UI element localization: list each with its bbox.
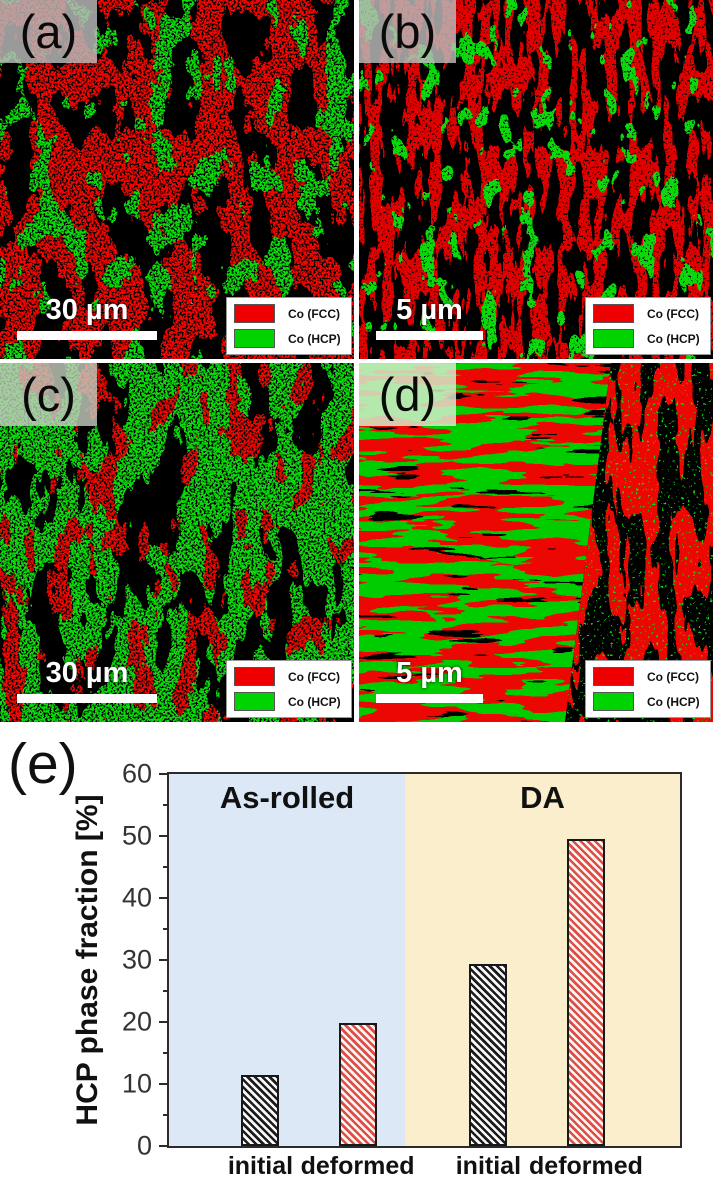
region-label-as-rolled: As-rolled [219,780,355,815]
y-axis-title: HCP phase fraction [%] [71,794,104,1126]
hcp-color-swatch [234,329,275,348]
phase-legend: Co (FCC) Co (HCP) [226,297,352,355]
fcc-color-swatch [593,304,634,323]
ebsd-phase-map-b: (b) 5 µm Co (FCC) Co (HCP) [359,0,713,359]
x-category-label: initial [227,1152,294,1180]
panel-label: (a) [0,0,97,63]
scale-bar-line [17,331,157,340]
bars-container [169,774,680,1146]
y-tick-mark [159,835,169,837]
phase-legend: Co (FCC) Co (HCP) [226,660,352,718]
legend-label-hcp: Co (HCP) [647,694,700,709]
legend-label-hcp: Co (HCP) [288,694,341,709]
hcp-color-swatch [593,692,634,711]
legend-label-hcp: Co (HCP) [647,331,700,346]
legend-item-fcc: Co (FCC) [234,304,344,323]
y-tick-mark [159,773,169,775]
legend-item-fcc: Co (FCC) [593,667,703,686]
phase-legend: Co (FCC) Co (HCP) [585,297,711,355]
phase-map-texture [0,0,354,359]
scale-bar: 30 µm [17,657,157,703]
panel-label: (c) [0,363,97,426]
scale-bar-label: 30 µm [45,657,129,689]
region-label-da: DA [520,780,565,815]
scale-bar-label: 5 µm [396,657,463,689]
y-tick-mark [159,897,169,899]
panel-label: (b) [359,0,456,63]
legend-label-fcc: Co (FCC) [288,669,340,684]
scale-bar-line [376,694,483,703]
scale-bar: 5 µm [376,657,483,703]
panel-label: (e) [8,732,78,796]
y-tick-mark [159,959,169,961]
legend-item-fcc: Co (FCC) [234,667,344,686]
y-tick-label: 50 [121,820,152,851]
legend-item-hcp: Co (HCP) [593,692,703,711]
y-tick-mark [159,1083,169,1085]
y-tick-label: 30 [121,944,152,975]
legend-item-hcp: Co (HCP) [234,692,344,711]
region-da: DA [405,774,680,1146]
x-category-label: deformed [300,1152,415,1180]
ebsd-phase-map-c: (c) 30 µm Co (FCC) Co (HCP) [0,363,354,722]
plot-area: As-rolled DA 0 10 20 30 40 50 60 initial deform… [122,760,682,1180]
hcp-color-swatch [593,329,634,348]
y-tick-label: 40 [121,882,152,913]
scale-bar-line [17,694,157,703]
legend-label-fcc: Co (FCC) [647,669,699,684]
legend-label-fcc: Co (FCC) [647,306,699,321]
y-tick-mark [159,1145,169,1147]
x-axis-labels: initial deformed initial deformed [169,1146,680,1180]
legend-item-hcp: Co (HCP) [234,329,344,348]
bar-deformed-da [566,839,605,1146]
hcp-color-swatch [234,692,275,711]
bar-initial-as-rolled [241,1074,280,1146]
y-tick-label: 10 [121,1068,152,1099]
y-tick-mark [159,1021,169,1023]
fcc-color-swatch [234,667,275,686]
y-tick-label: 60 [121,758,152,789]
legend-item-hcp: Co (HCP) [593,329,703,348]
phase-legend: Co (FCC) Co (HCP) [585,660,711,718]
scale-bar-label: 30 µm [45,294,129,326]
panel-label: (d) [359,363,456,426]
x-category-label: initial [455,1152,522,1180]
panel-e-chart: (e) HCP phase fraction [%] As-rolled DA … [0,722,713,1183]
ebsd-phase-map-a: (a) 30 µm Co (FCC) Co (HCP) [0,0,354,359]
fcc-color-swatch [593,667,634,686]
y-tick-label: 20 [121,1006,152,1037]
y-tick-label: 0 [136,1130,152,1161]
bar-initial-da [469,964,508,1146]
ebsd-phase-map-d: (d) 5 µm Co (FCC) Co (HCP) [359,363,713,722]
legend-label-hcp: Co (HCP) [288,331,341,346]
scale-bar-line [376,331,483,340]
bar-deformed-as-rolled [338,1023,377,1146]
scale-bar: 5 µm [376,294,483,340]
scale-bar-label: 5 µm [396,294,463,326]
legend-label-fcc: Co (FCC) [288,306,340,321]
x-category-label: deformed [529,1152,643,1180]
fcc-color-swatch [234,304,275,323]
scale-bar: 30 µm [17,294,157,340]
legend-item-fcc: Co (FCC) [593,304,703,323]
